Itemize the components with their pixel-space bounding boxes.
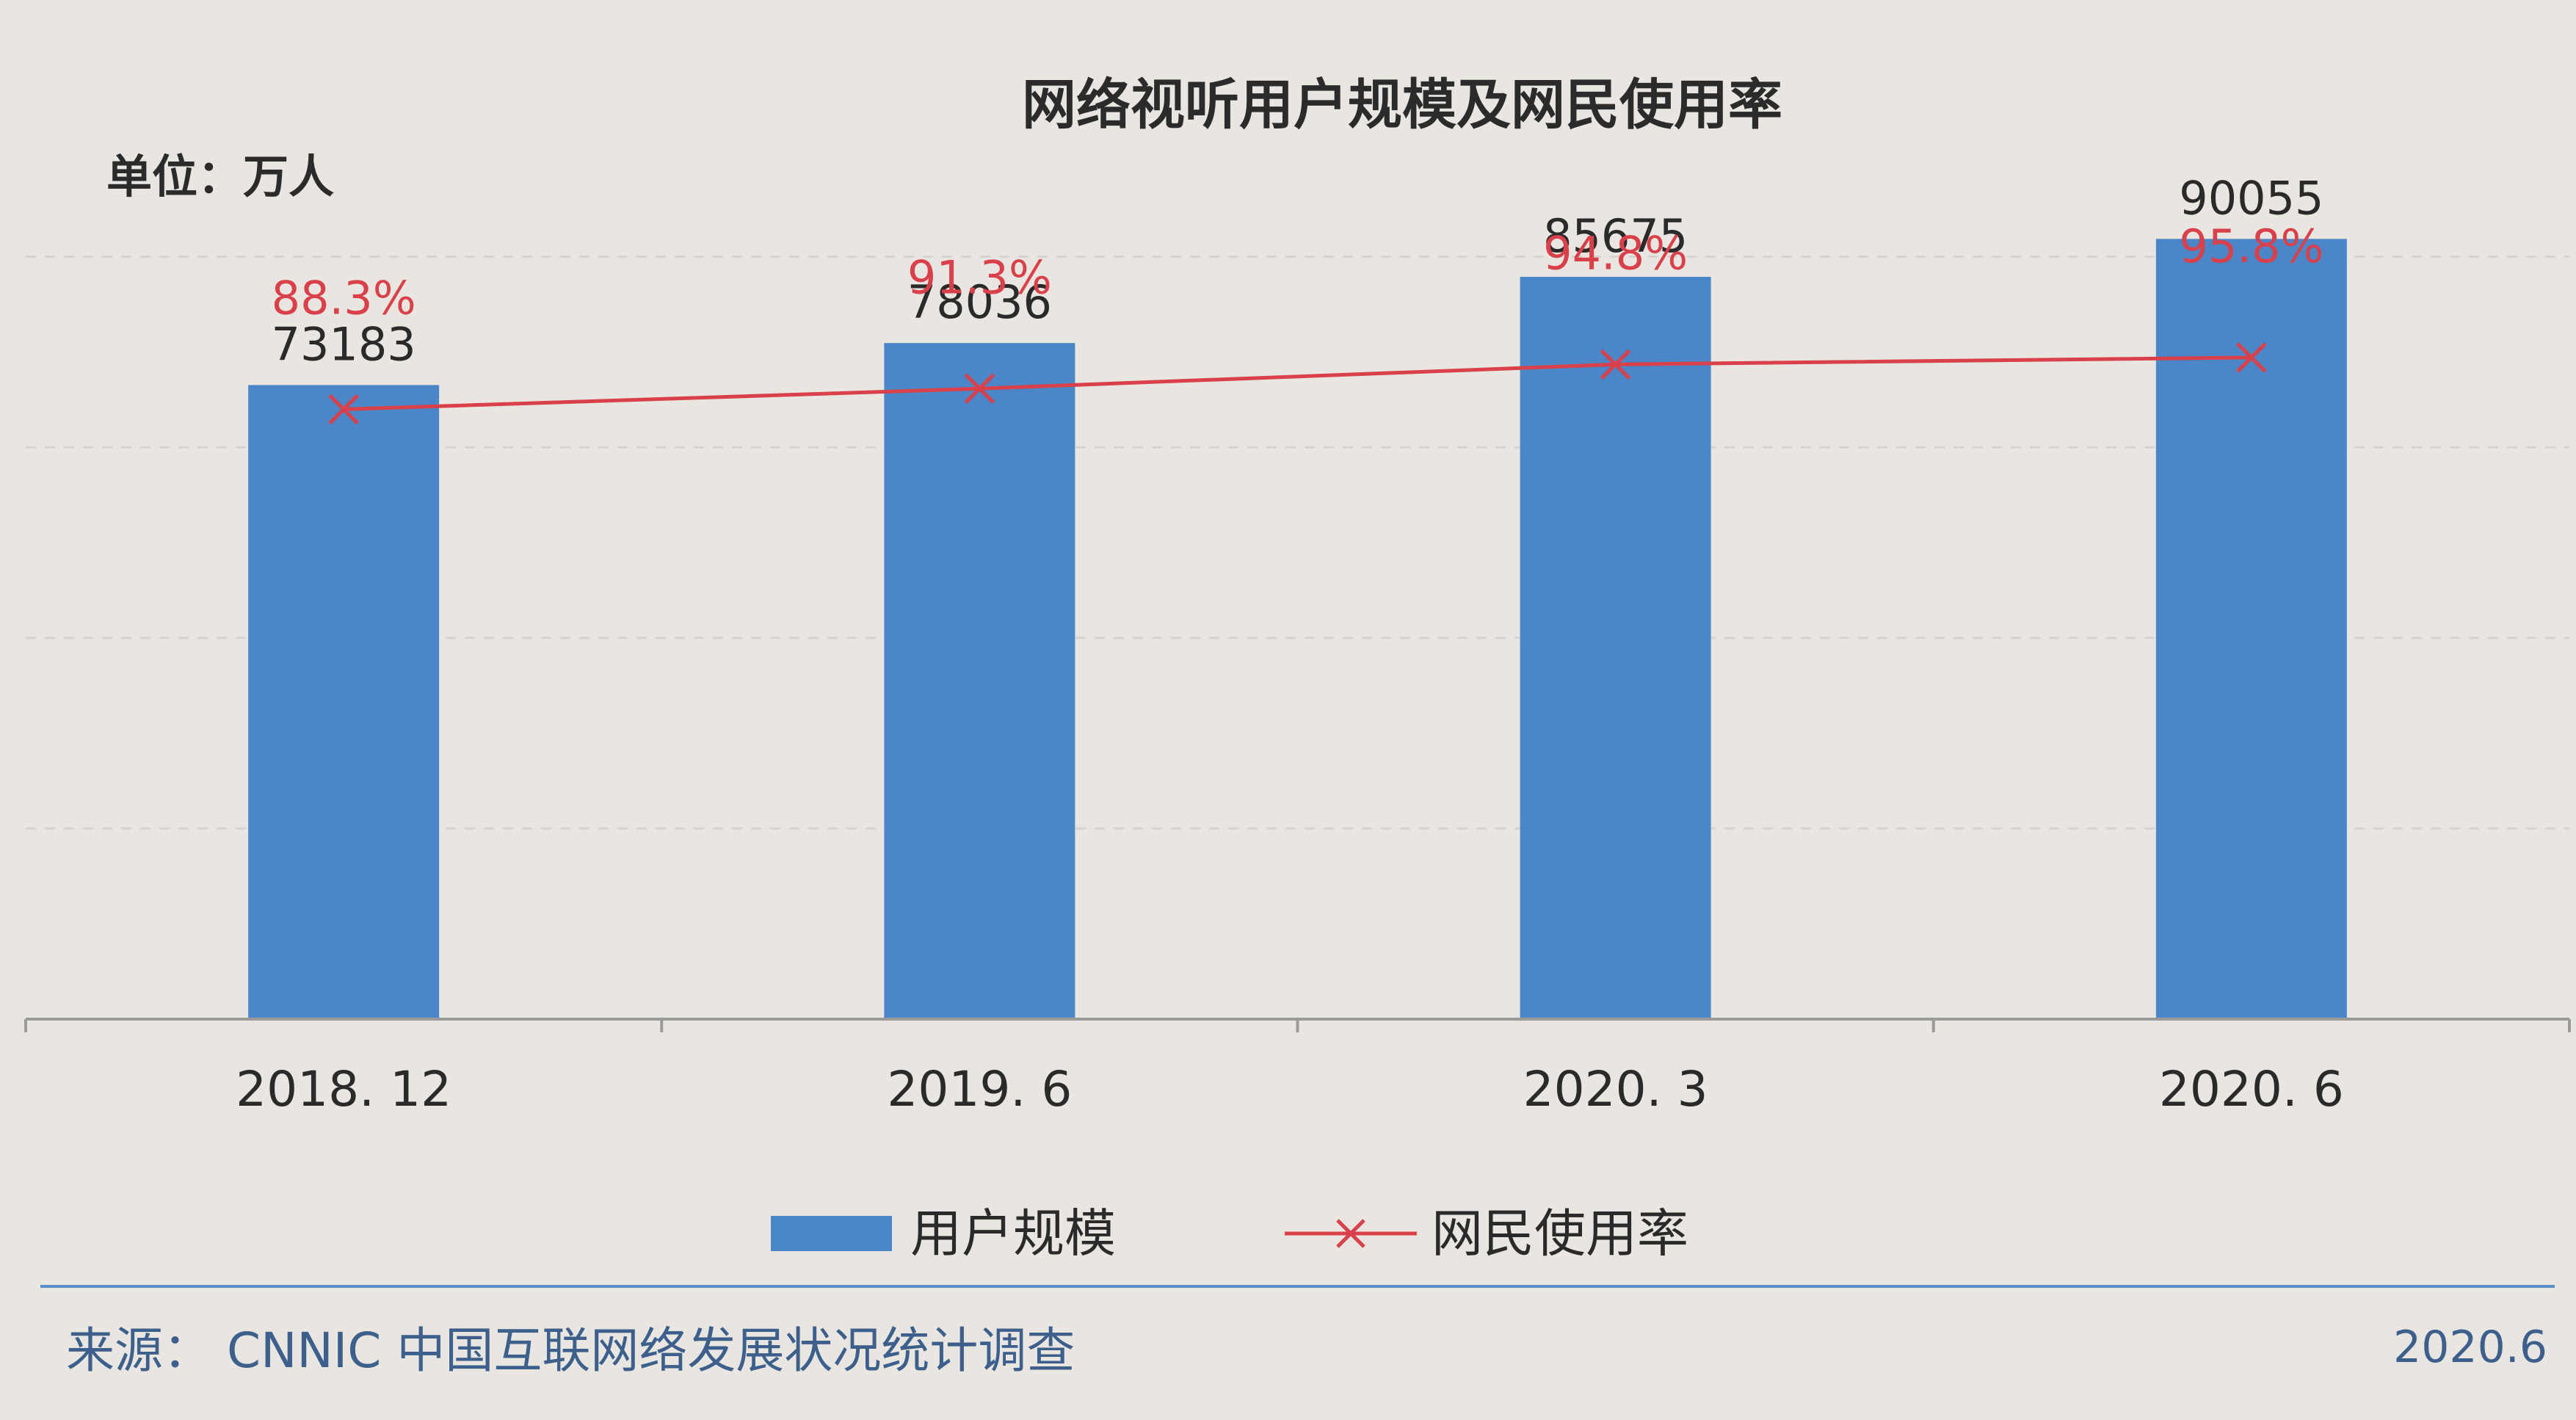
x-tick-label: 2020. 3 [1523, 1061, 1708, 1117]
bar-value-label: 90055 [2179, 171, 2323, 225]
legend: 用户规模 网民使用率 [771, 1203, 1688, 1264]
bar-1 [248, 385, 440, 1019]
rate-marker [2236, 342, 2267, 373]
marker-stroke [1600, 349, 1631, 380]
source-text: 来源： CNNIC 中国互联网络发展状况统计调查 [66, 1322, 1075, 1379]
bars: 73183 78036 85675 90055 [248, 171, 2347, 1020]
rate-value-label: 95.8% [2179, 220, 2323, 273]
bar-2 [884, 343, 1075, 1020]
footer-date: 2020.6 [2393, 1322, 2547, 1373]
unit-label: 单位：万人 [106, 150, 334, 203]
rate-value-label: 94.8% [1543, 226, 1688, 280]
marker-stroke [2236, 342, 2267, 373]
bar-3 [1520, 277, 1711, 1019]
bar-value-label: 85675 [1543, 209, 1688, 263]
rate-marker [328, 394, 359, 425]
x-tick-label: 2020. 6 [2159, 1061, 2344, 1117]
x-tick-label: 2018. 12 [236, 1061, 451, 1117]
rate-value-label: 91.3% [907, 250, 1052, 304]
marker-stroke [328, 394, 359, 425]
legend-label-bar: 用户规模 [910, 1203, 1116, 1264]
rate-polyline [344, 355, 2252, 411]
bar-value-label: 78036 [907, 275, 1052, 329]
rate-marker [964, 373, 995, 405]
x-tick-label: 2019. 6 [887, 1061, 1072, 1117]
legend-swatch-bar [771, 1216, 892, 1251]
legend-swatch-marker [1336, 1219, 1365, 1248]
legend-label-line: 网民使用率 [1432, 1203, 1688, 1264]
bar-value-label: 73183 [272, 317, 416, 371]
chart-title: 网络视听用户规模及网民使用率 [1022, 73, 1782, 137]
marker-stroke [964, 373, 995, 405]
bar-4 [2155, 239, 2347, 1019]
rate-line: 88.3% 91.3% 94.8% 95.8% [272, 220, 2323, 425]
x-axis: 2018. 12 2019. 6 2020. 3 2020. 6 [24, 1018, 2571, 1117]
rate-marker [1600, 349, 1631, 380]
grid-lines [26, 256, 2569, 830]
rate-value-label: 88.3% [272, 271, 416, 325]
